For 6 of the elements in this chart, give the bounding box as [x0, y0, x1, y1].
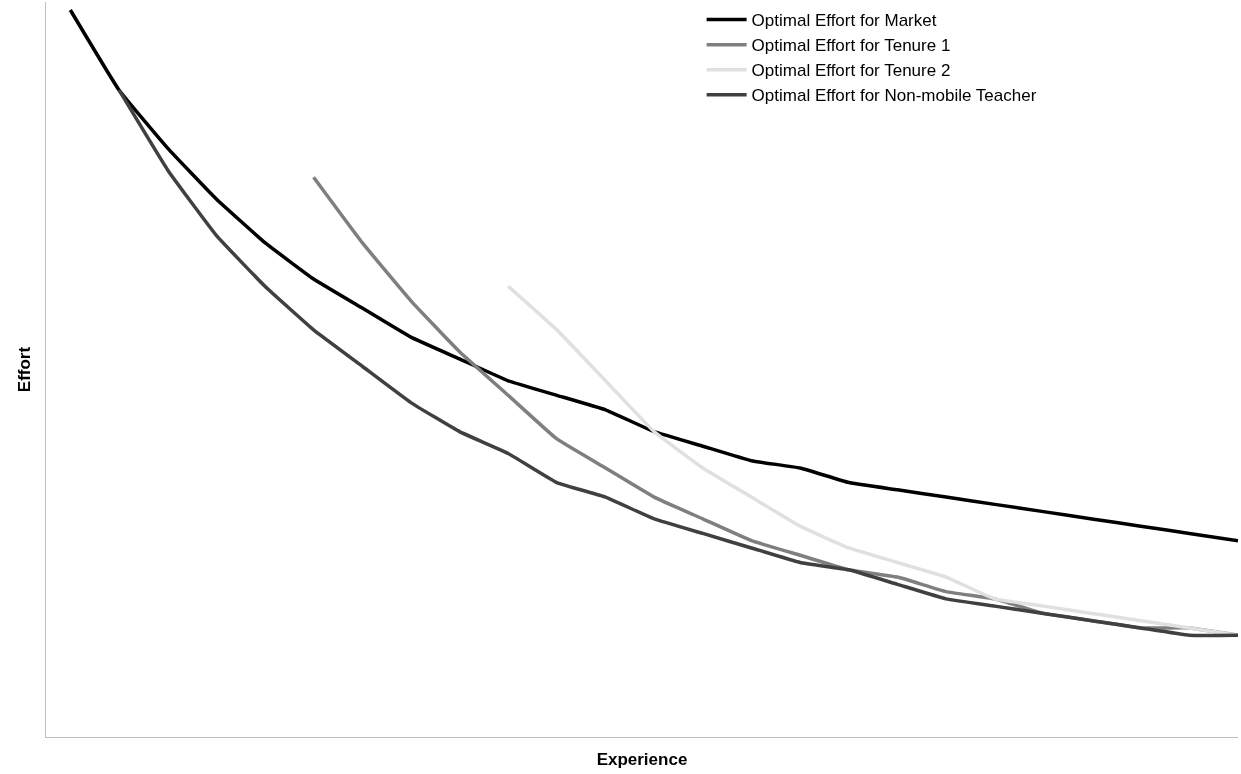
- legend-label: Optimal Effort for Market: [751, 11, 937, 31]
- legend-label: Optimal Effort for Non-mobile Teacher: [751, 86, 1037, 106]
- legend-label: Optimal Effort for Tenure 1: [751, 36, 951, 56]
- legend-label: Optimal Effort for Tenure 2: [751, 61, 951, 81]
- y-axis-title: Effort: [14, 346, 34, 393]
- x-axis-title: Experience: [596, 749, 688, 769]
